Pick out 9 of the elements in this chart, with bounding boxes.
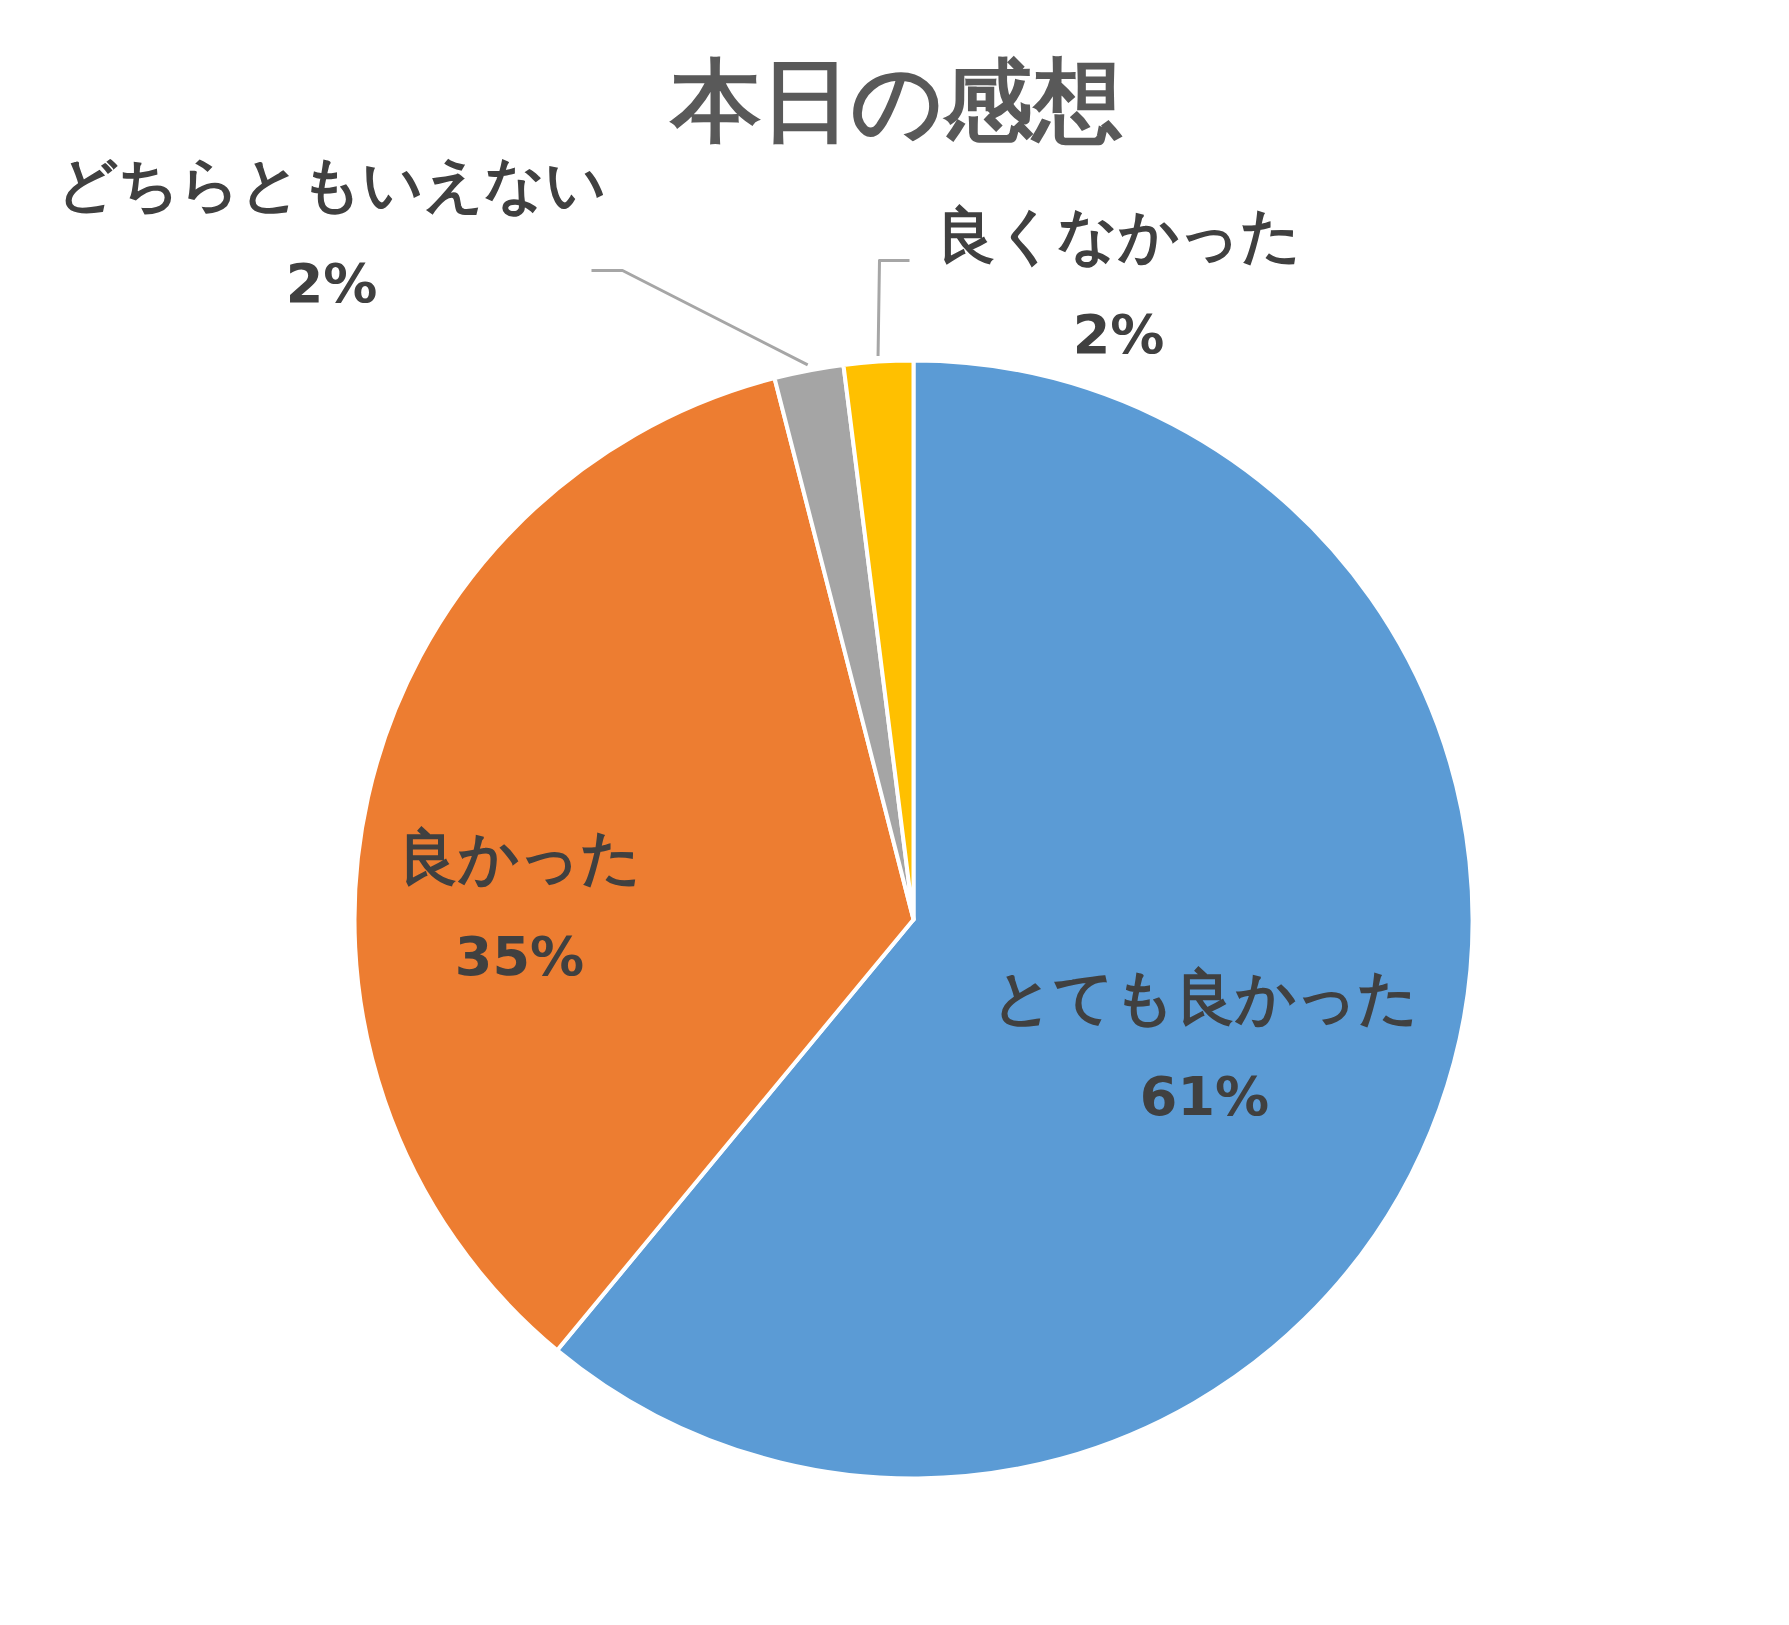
data-label: 35% xyxy=(454,925,585,988)
slice-label: 良くなかった xyxy=(936,199,1301,270)
slice-label: とても良かった xyxy=(991,961,1418,1032)
chart-title: 本日の感想 xyxy=(669,48,1123,153)
slice-label: 良かった xyxy=(398,821,641,892)
data-label: 2% xyxy=(285,252,378,315)
slice-label: どちらともいえない xyxy=(57,148,606,219)
data-label: 2% xyxy=(1072,303,1165,366)
data-label: 61% xyxy=(1139,1065,1270,1128)
